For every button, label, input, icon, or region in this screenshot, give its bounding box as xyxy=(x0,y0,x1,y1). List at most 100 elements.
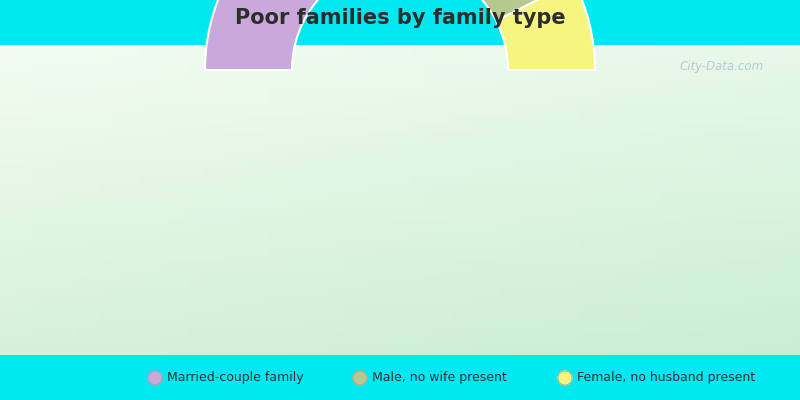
Bar xyxy=(0,308,800,310)
Bar xyxy=(0,188,800,189)
Bar xyxy=(0,236,800,237)
Bar xyxy=(0,163,800,164)
Bar xyxy=(212,45,216,355)
Bar xyxy=(228,45,232,355)
Bar xyxy=(80,45,84,355)
Bar xyxy=(672,45,676,355)
Bar xyxy=(0,321,800,322)
Bar xyxy=(152,45,156,355)
Bar xyxy=(384,45,388,355)
Bar xyxy=(56,45,60,355)
Bar xyxy=(0,274,800,276)
Bar xyxy=(776,45,780,355)
Bar xyxy=(0,106,800,107)
Bar xyxy=(0,174,800,175)
Bar xyxy=(0,248,800,250)
Bar xyxy=(148,45,152,355)
Bar xyxy=(0,306,800,307)
Bar xyxy=(0,220,800,222)
Bar xyxy=(0,138,800,140)
Bar xyxy=(0,51,800,53)
Bar xyxy=(796,45,800,355)
Bar xyxy=(308,45,312,355)
Bar xyxy=(556,45,560,355)
Bar xyxy=(504,45,508,355)
Bar xyxy=(540,45,544,355)
Bar xyxy=(0,112,800,113)
Bar xyxy=(604,45,608,355)
Bar xyxy=(0,149,800,150)
Bar xyxy=(784,45,788,355)
Bar xyxy=(0,96,800,98)
Bar xyxy=(0,237,800,239)
Bar xyxy=(0,270,800,271)
Bar xyxy=(52,45,56,355)
Bar xyxy=(0,85,800,87)
Bar xyxy=(428,45,432,355)
Bar xyxy=(0,202,800,203)
Bar xyxy=(0,150,800,152)
Bar xyxy=(456,45,460,355)
Bar xyxy=(0,183,800,184)
Bar xyxy=(0,231,800,232)
Bar xyxy=(0,262,800,264)
Bar xyxy=(0,315,800,316)
Bar xyxy=(0,254,800,256)
Bar xyxy=(300,45,304,355)
Bar xyxy=(660,45,664,355)
Bar xyxy=(280,45,284,355)
Bar xyxy=(16,45,20,355)
Bar xyxy=(648,45,652,355)
Bar xyxy=(688,45,692,355)
Bar xyxy=(0,90,800,92)
Bar xyxy=(716,45,720,355)
Bar xyxy=(252,45,256,355)
Bar xyxy=(0,45,4,355)
Bar xyxy=(40,45,44,355)
Bar xyxy=(424,45,428,355)
Bar xyxy=(60,45,64,355)
Bar xyxy=(0,166,800,168)
Bar xyxy=(168,45,172,355)
Bar xyxy=(752,45,756,355)
Bar xyxy=(84,45,88,355)
Bar xyxy=(0,316,800,318)
Bar xyxy=(220,45,224,355)
Bar xyxy=(0,70,800,71)
Bar xyxy=(0,228,800,230)
Bar xyxy=(0,288,800,290)
Bar xyxy=(552,45,556,355)
Bar xyxy=(0,313,800,315)
Bar xyxy=(0,132,800,133)
Bar xyxy=(0,329,800,330)
Bar xyxy=(160,45,164,355)
Bar xyxy=(696,45,700,355)
Bar xyxy=(764,45,768,355)
Bar xyxy=(0,107,800,108)
Bar xyxy=(0,209,800,211)
Bar xyxy=(432,45,436,355)
Bar xyxy=(644,45,648,355)
Bar xyxy=(0,81,800,82)
Bar xyxy=(436,45,440,355)
Bar xyxy=(0,242,800,243)
Bar xyxy=(500,45,504,355)
Bar xyxy=(248,45,252,355)
Bar xyxy=(0,276,800,278)
Bar xyxy=(760,45,764,355)
Bar xyxy=(100,45,104,355)
Bar xyxy=(0,226,800,228)
Bar xyxy=(0,110,800,112)
Bar xyxy=(0,195,800,197)
Bar xyxy=(460,45,464,355)
Bar xyxy=(0,178,800,180)
Wedge shape xyxy=(496,0,595,70)
Bar xyxy=(0,298,800,299)
Bar xyxy=(0,240,800,242)
Bar xyxy=(412,45,416,355)
Bar xyxy=(4,45,8,355)
Bar xyxy=(0,310,800,312)
Bar xyxy=(0,340,800,341)
Bar xyxy=(0,154,800,155)
Bar xyxy=(0,189,800,191)
